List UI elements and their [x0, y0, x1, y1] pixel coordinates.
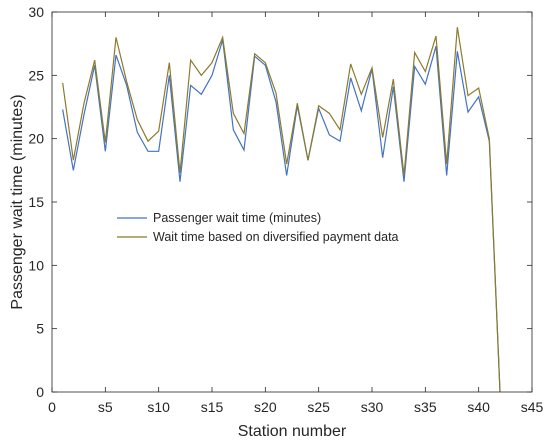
y-tick-label: 10 [28, 257, 44, 273]
y-tick-label: 0 [36, 384, 44, 400]
x-tick-label: s35 [414, 399, 437, 415]
y-tick-label: 30 [28, 4, 44, 20]
x-tick-label: 0 [48, 399, 56, 415]
x-tick-label: s45 [521, 399, 544, 415]
x-tick-label: s25 [307, 399, 330, 415]
legend-label-1: Passenger wait time (minutes) [153, 211, 321, 225]
legend: Passenger wait time (minutes) Wait time b… [113, 207, 423, 249]
x-tick-label: s40 [467, 399, 490, 415]
y-tick-label: 5 [36, 321, 44, 337]
series-line-1 [62, 39, 501, 393]
legend-label-2: Wait time based on diversified payment d… [153, 230, 399, 244]
x-tick-label: s15 [201, 399, 224, 415]
x-tick-label: s10 [147, 399, 170, 415]
x-tick-label: s30 [361, 399, 384, 415]
y-axis-label: Passenger wait time (minutes) [9, 94, 26, 309]
y-tick-label: 15 [28, 194, 44, 210]
y-tick-label: 25 [28, 67, 44, 83]
y-tick-label: 20 [28, 131, 44, 147]
ticks-layer: 0 s5 s10 s15 s20 s25 s30 s35 s40 s45 0 5 10 15 20 25 30 [28, 4, 543, 415]
x-tick-label: s20 [254, 399, 277, 415]
x-tick-label: s5 [98, 399, 113, 415]
legend-box [113, 207, 423, 249]
series-layer [62, 27, 501, 393]
x-axis-label: Station number [238, 423, 347, 440]
series-line-2 [62, 27, 501, 393]
plot-area [52, 12, 532, 392]
